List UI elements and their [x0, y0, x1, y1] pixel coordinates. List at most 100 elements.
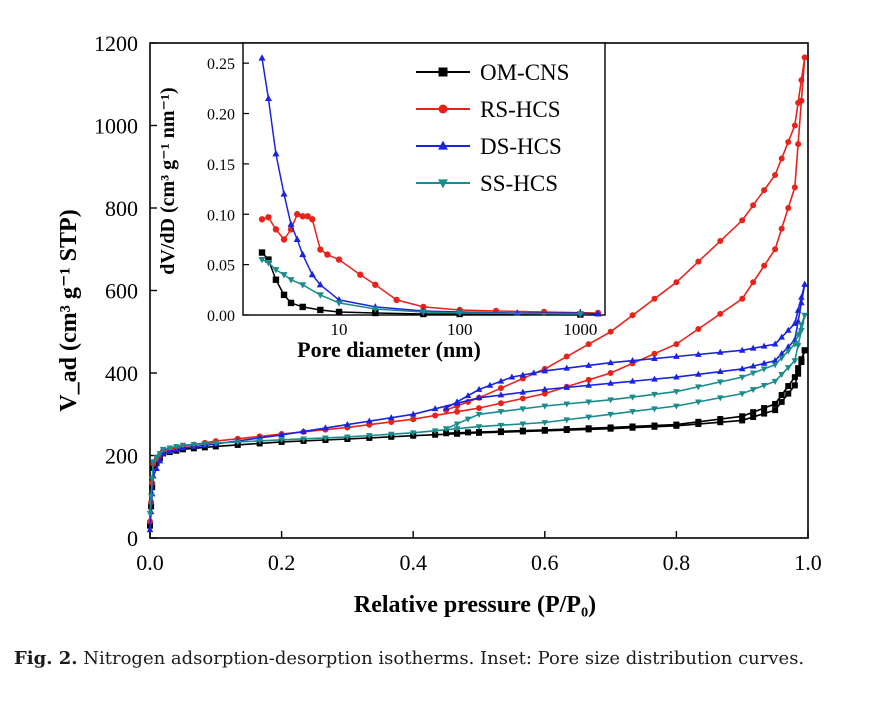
- data-point: [651, 350, 658, 357]
- data-point: [695, 326, 702, 332]
- inset-data-point: [324, 251, 331, 258]
- data-point: [300, 436, 307, 443]
- data-point: [432, 412, 439, 419]
- data-point: [432, 431, 439, 438]
- data-point: [530, 369, 538, 376]
- data-point: [738, 391, 746, 398]
- data-point: [442, 426, 450, 433]
- data-point: [738, 346, 746, 353]
- inset-data-point: [299, 213, 306, 220]
- data-point: [453, 398, 461, 405]
- inset-legend: OM-CNS RS-HCS DS-HCS SS-HCS: [416, 60, 569, 196]
- inset-data-point: [258, 257, 266, 264]
- data-point: [795, 99, 802, 106]
- data-point: [497, 391, 505, 398]
- data-point: [801, 347, 808, 354]
- data-point: [651, 391, 658, 398]
- data-point: [256, 438, 263, 445]
- data-point: [475, 385, 483, 392]
- data-point: [778, 371, 785, 378]
- x-axis-label: Relative pressure (P/P₀): [354, 592, 596, 618]
- data-point: [147, 493, 155, 500]
- series-line-desorption: [446, 350, 806, 434]
- data-point: [519, 406, 527, 413]
- data-point: [476, 405, 482, 412]
- data-point: [673, 341, 680, 348]
- data-point: [794, 332, 802, 339]
- legend-label: SS-HCS: [480, 171, 558, 196]
- data-point: [464, 392, 472, 399]
- data-point: [454, 408, 461, 415]
- data-point: [761, 410, 768, 417]
- inset-data-point: [299, 303, 306, 311]
- data-point: [607, 370, 614, 376]
- data-point: [798, 322, 805, 329]
- data-point: [629, 394, 636, 401]
- data-point: [717, 310, 724, 317]
- data-point: [497, 428, 504, 435]
- data-point: [695, 418, 702, 425]
- data-point: [771, 357, 779, 364]
- data-point: [344, 420, 351, 427]
- inset-y-tick-label: 0.25: [207, 56, 235, 73]
- inset-data-point: [280, 291, 288, 299]
- data-point: [791, 374, 798, 381]
- data-point: [695, 399, 702, 406]
- data-point: [778, 155, 785, 162]
- inset-x-tick-label: 10: [331, 320, 348, 339]
- data-point: [563, 353, 570, 360]
- data-point: [146, 526, 154, 533]
- inset-data-point: [299, 250, 307, 258]
- data-point: [798, 356, 805, 363]
- data-point: [772, 246, 779, 253]
- legend-marker: [438, 140, 448, 150]
- data-point: [541, 420, 549, 427]
- data-point: [431, 428, 439, 435]
- data-point: [784, 365, 792, 372]
- data-point: [585, 425, 592, 432]
- inset-data-point: [287, 277, 295, 284]
- data-point: [760, 342, 768, 349]
- data-point: [563, 383, 571, 390]
- data-point: [149, 459, 157, 466]
- inset-data-point: [293, 211, 301, 218]
- data-point: [179, 442, 187, 449]
- inset-data-point: [309, 216, 316, 223]
- inset-data-point: [317, 306, 324, 314]
- data-point: [497, 385, 504, 392]
- data-point: [453, 426, 461, 433]
- y-tick-label: 200: [105, 444, 138, 469]
- x-tick-label: 0.2: [268, 550, 296, 575]
- series-ss-hcs: [146, 312, 809, 517]
- data-point: [760, 382, 768, 389]
- data-point: [629, 312, 636, 319]
- inset-data-point: [594, 310, 602, 317]
- data-point: [563, 426, 570, 433]
- inset-data-point: [258, 216, 266, 223]
- data-point: [778, 333, 785, 340]
- data-point: [798, 293, 805, 300]
- data-point: [464, 416, 472, 423]
- main-isotherm-chart: 0.0 0.2 0.4 0.6 0.8 1.0 0 200 400 600 800 1000 1200 R…: [56, 31, 822, 618]
- data-point: [607, 397, 614, 404]
- data-point: [673, 421, 680, 428]
- series-line-adsorption: [149, 57, 806, 522]
- legend-marker: [438, 67, 448, 77]
- legend-entry-rs-hcs: RS-HCS: [416, 97, 561, 122]
- data-point: [791, 122, 798, 129]
- inset-data-point: [357, 271, 364, 278]
- data-point: [519, 395, 526, 402]
- inset-y-tick-label: 0.15: [207, 157, 235, 174]
- data-point: [651, 354, 658, 361]
- inset-x-tick-label: 1000: [563, 320, 597, 339]
- data-point: [387, 431, 395, 438]
- data-point: [717, 416, 724, 423]
- data-point: [673, 279, 680, 286]
- data-point: [651, 295, 658, 302]
- y-tick-label: 0: [127, 526, 138, 551]
- inset-y-tick-label: 0.20: [207, 107, 235, 124]
- data-point: [278, 431, 285, 438]
- data-point: [739, 413, 746, 420]
- inset-data-point: [372, 309, 379, 317]
